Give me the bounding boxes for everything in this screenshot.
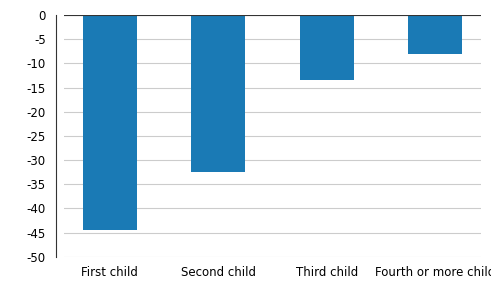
Bar: [300, 15, 354, 80]
Bar: [191, 15, 246, 172]
Bar: [83, 15, 137, 230]
Bar: [408, 15, 462, 54]
